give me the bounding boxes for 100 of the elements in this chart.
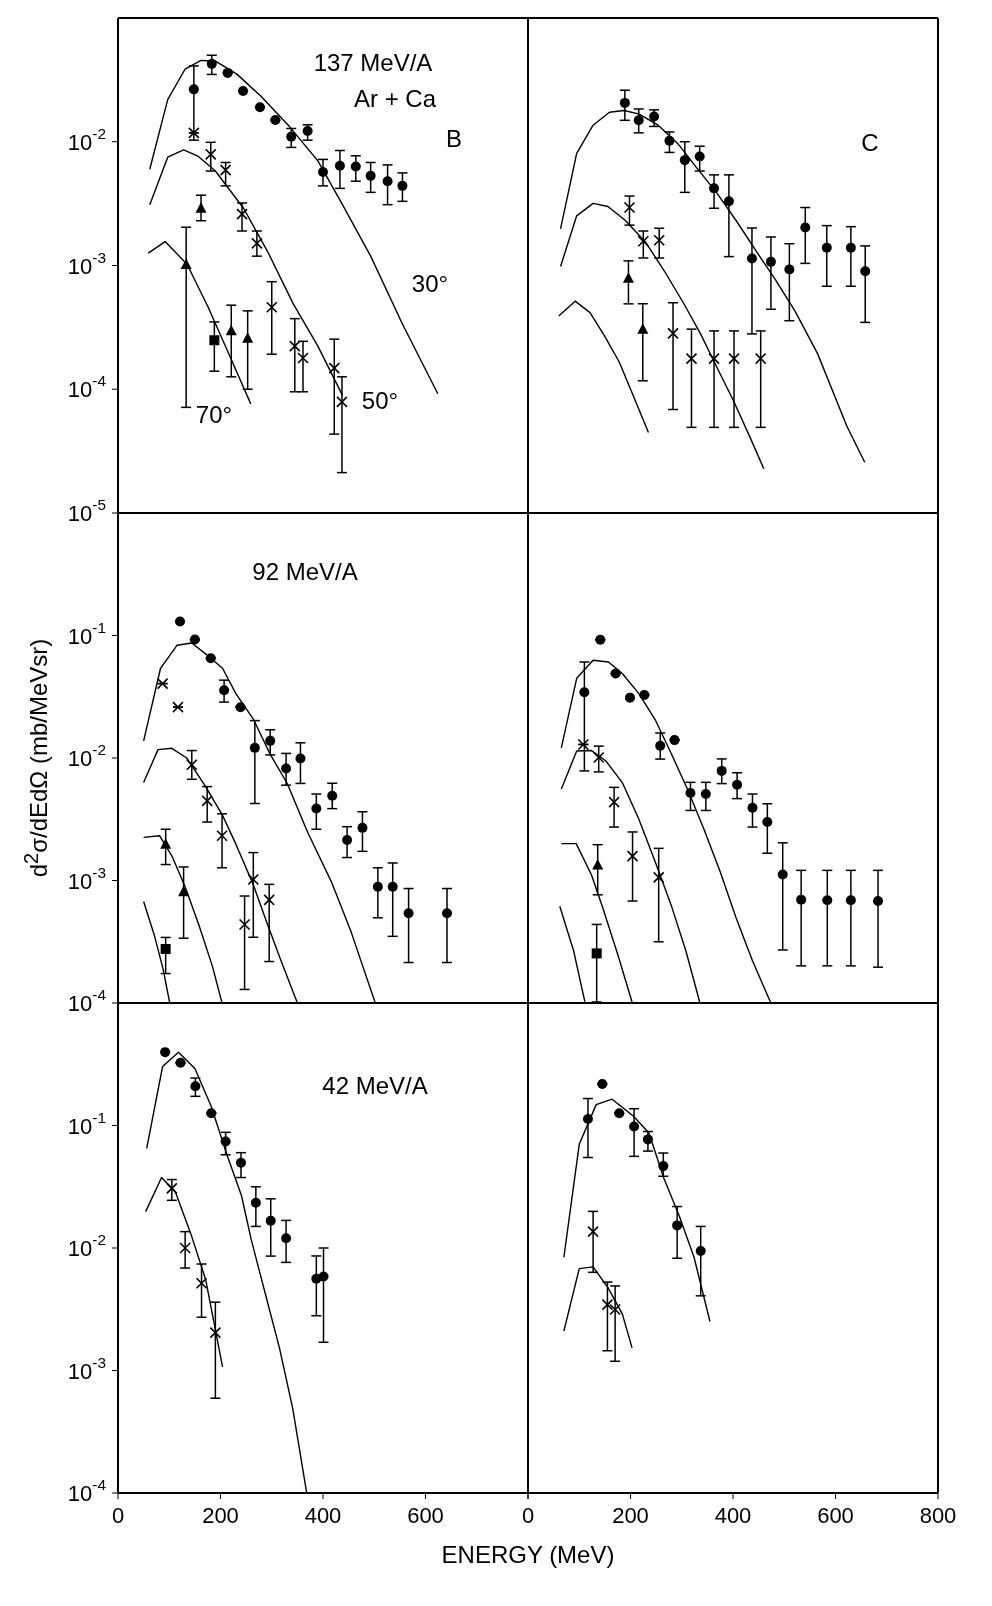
point: [206, 1108, 217, 1119]
line-series: [147, 240, 252, 405]
y-tick-label: 10$^{-2}$: [67, 741, 106, 771]
point: [160, 943, 171, 954]
point: [328, 362, 341, 374]
annotation: 70°: [195, 401, 233, 429]
point: [652, 871, 665, 884]
y-tick-label: 10$^{-1}$: [67, 1108, 106, 1138]
annotation: B: [445, 125, 463, 153]
point: [672, 1220, 683, 1231]
x-tick-label: 400: [714, 1503, 752, 1528]
point: [236, 1157, 246, 1168]
point: [387, 881, 398, 892]
point: [679, 155, 690, 166]
point: [249, 742, 260, 753]
point: [845, 242, 856, 253]
point: [595, 634, 606, 645]
y-tick-label: 10$^{-3}$: [67, 248, 106, 278]
point: [180, 258, 192, 269]
point: [297, 352, 309, 364]
y-tick-label: 10$^{-2}$: [67, 1231, 106, 1261]
point: [160, 838, 172, 849]
point: [700, 789, 711, 800]
point: [160, 1047, 171, 1058]
x-tick-label: 0: [521, 1503, 535, 1528]
point: [614, 1108, 625, 1119]
point: [694, 151, 705, 162]
point: [623, 201, 636, 214]
point: [777, 869, 788, 880]
point: [442, 908, 453, 919]
y-tick-label: 10$^{-3}$: [67, 863, 106, 893]
point: [716, 765, 727, 776]
point: [265, 735, 276, 746]
point: [637, 235, 650, 248]
text: 42 MeV/A: [322, 1072, 428, 1100]
point: [784, 264, 795, 275]
point: [188, 127, 200, 139]
point: [179, 1242, 191, 1254]
point: [685, 788, 696, 798]
point: [597, 1079, 608, 1090]
point: [225, 324, 237, 336]
point: [664, 135, 675, 146]
annotation: 30°: [411, 270, 449, 298]
point: [746, 253, 757, 264]
point: [350, 161, 361, 172]
point: [762, 817, 773, 828]
point: [845, 895, 856, 906]
x-tick-label: 200: [202, 1503, 239, 1528]
y-tick-label: 10$^{-3}$: [67, 1353, 106, 1383]
point: [242, 332, 254, 343]
y-tick-label: 10$^{-5}$: [67, 496, 106, 526]
x-tick-label: 0: [111, 1503, 125, 1528]
point: [637, 323, 649, 334]
point: [281, 763, 292, 774]
point: [235, 702, 246, 713]
point: [201, 795, 213, 807]
point: [723, 196, 734, 207]
point: [669, 735, 680, 746]
point: [281, 1233, 292, 1244]
point: [204, 148, 217, 161]
point: [318, 1271, 329, 1282]
point: [220, 1136, 231, 1147]
point: [254, 102, 265, 113]
point: [175, 1057, 186, 1068]
point: [186, 759, 198, 771]
point: [667, 327, 679, 340]
point: [765, 256, 776, 267]
point: [251, 237, 263, 250]
point: [608, 796, 620, 808]
point: [222, 67, 233, 78]
point: [219, 685, 230, 696]
point: [754, 352, 767, 365]
text: 92 MeV/A: [252, 558, 358, 586]
point: [247, 873, 260, 886]
point: [195, 202, 207, 213]
point: [732, 779, 743, 790]
point: [250, 1197, 261, 1208]
y-tick-label: 10$^{-1}$: [67, 618, 106, 648]
point: [172, 701, 184, 713]
point: [156, 677, 169, 690]
point: [658, 1161, 669, 1172]
point: [189, 634, 200, 645]
y-tick-label: 10$^{-4}$: [67, 372, 107, 402]
point: [263, 894, 275, 906]
point: [629, 1121, 640, 1132]
point: [219, 164, 232, 176]
point: [601, 1298, 614, 1311]
point: [624, 692, 635, 703]
point: [236, 208, 248, 220]
point: [642, 1134, 653, 1145]
point: [238, 86, 249, 97]
point: [649, 111, 660, 122]
point: [796, 894, 807, 905]
y-tick-label: 10$^{-2}$: [67, 124, 106, 155]
point: [190, 1081, 201, 1092]
point: [708, 352, 720, 365]
point: [582, 1114, 593, 1124]
point: [619, 97, 630, 108]
text: Ar + Ca: [353, 85, 437, 113]
y-tick-label: 10$^{-4}$: [67, 1476, 107, 1506]
